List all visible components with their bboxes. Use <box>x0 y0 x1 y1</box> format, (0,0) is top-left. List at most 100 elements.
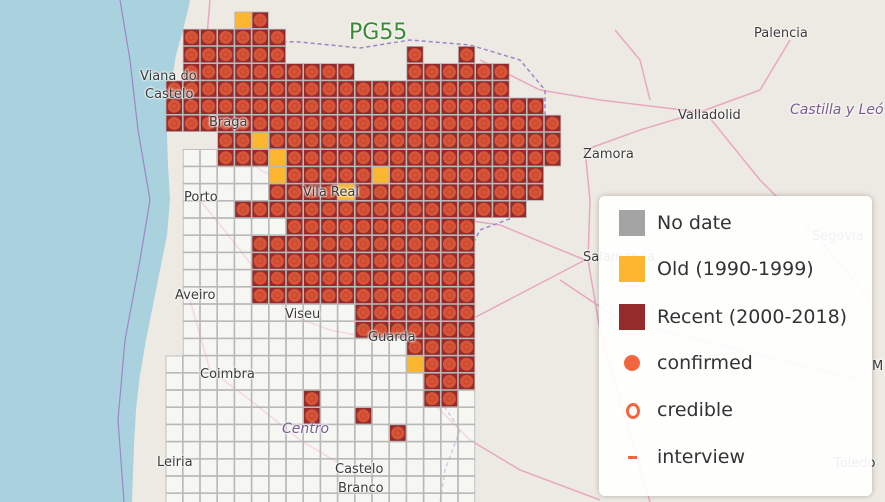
empty-grid-cell <box>457 389 476 408</box>
credible-symbol <box>428 257 436 265</box>
credible-symbol <box>325 102 333 110</box>
empty-grid-cell <box>406 389 424 408</box>
confirmed-symbol <box>460 168 474 182</box>
empty-grid-cell <box>268 441 287 459</box>
confirmed-symbol <box>494 151 508 165</box>
credible-symbol <box>342 171 350 179</box>
confirmed-symbol <box>477 134 491 148</box>
confirmed-symbol <box>374 116 388 130</box>
empty-grid-cell <box>285 475 304 494</box>
credible-symbol <box>446 154 453 162</box>
empty-grid-cell <box>217 252 235 270</box>
confirmed-symbol <box>253 202 267 216</box>
credible-symbol <box>463 188 470 196</box>
empty-grid-cell <box>217 200 235 218</box>
empty-grid-cell <box>303 303 321 322</box>
empty-grid-cell <box>182 493 200 502</box>
credible-symbol <box>532 188 539 196</box>
credible-symbol <box>394 137 402 144</box>
confirmed-symbol <box>425 116 439 130</box>
old-record-cell <box>406 355 424 373</box>
confirmed-symbol <box>305 185 319 199</box>
confirmed-symbol <box>305 82 319 96</box>
credible-symbol <box>342 85 350 93</box>
empty-grid-cell <box>199 424 218 442</box>
empty-grid-cell <box>457 475 476 494</box>
confirmed-symbol <box>528 168 542 182</box>
empty-grid-cell <box>389 389 407 408</box>
credible-symbol <box>377 102 384 110</box>
empty-grid-cell <box>234 235 252 253</box>
credible-symbol <box>411 154 419 162</box>
empty-grid-cell <box>199 183 218 201</box>
confirmed-symbol <box>477 82 491 96</box>
confirmed-symbol <box>288 202 302 216</box>
empty-grid-cell <box>457 458 476 477</box>
confirmed-symbol <box>391 116 405 130</box>
credible-symbol <box>480 68 488 76</box>
confirmed-symbol <box>219 134 233 148</box>
empty-grid-cell <box>320 493 338 502</box>
credible-symbol <box>497 188 505 196</box>
confirmed-symbol <box>460 116 474 130</box>
credible-symbol <box>532 102 539 110</box>
credible-symbol <box>239 206 247 213</box>
confirmed-symbol <box>184 48 198 62</box>
credible-symbol <box>428 292 436 299</box>
empty-grid-cell <box>303 338 321 356</box>
confirmed-symbol <box>408 185 422 199</box>
confirmed-symbol <box>270 99 284 113</box>
empty-grid-cell <box>217 338 235 356</box>
empty-grid-cell <box>234 424 252 442</box>
confirmed-symbol <box>477 168 491 182</box>
empty-grid-cell <box>182 407 200 425</box>
credible-symbol <box>428 68 436 76</box>
credible-symbol <box>342 120 350 127</box>
credible-symbol <box>428 154 436 162</box>
empty-grid-cell <box>268 217 287 236</box>
place-label: Leiria <box>157 455 193 470</box>
empty-grid-cell <box>320 441 338 459</box>
credible-symbol <box>394 223 402 230</box>
confirmed-symbol <box>528 185 542 199</box>
confirmed-symbol <box>270 30 284 44</box>
credible-symbol <box>325 137 333 144</box>
credible-symbol <box>377 257 384 265</box>
confirmed-symbol <box>253 48 267 62</box>
credible-symbol <box>411 51 419 58</box>
empty-grid-cell <box>251 355 269 373</box>
confirmed-symbol <box>356 134 370 148</box>
empty-grid-cell <box>234 217 252 236</box>
credible-symbol <box>411 206 419 213</box>
confirmed-symbol <box>460 357 474 371</box>
empty-grid-cell <box>234 286 252 305</box>
empty-grid-cell <box>303 441 321 459</box>
credible-symbol <box>411 343 419 351</box>
confirmed-symbol <box>460 99 474 113</box>
legend-swatch <box>619 304 645 330</box>
credible-symbol <box>411 223 419 230</box>
credible-symbol <box>342 274 350 282</box>
credible-symbol <box>308 68 316 76</box>
credible-symbol <box>428 120 436 127</box>
credible-symbol <box>342 240 350 248</box>
confirmed-symbol <box>442 323 456 337</box>
credible-symbol <box>205 85 212 93</box>
confirmed-symbol <box>442 271 456 285</box>
confirmed-symbol <box>408 288 422 302</box>
confirmed-symbol <box>322 185 336 199</box>
empty-grid-cell <box>285 458 304 477</box>
credible-symbol <box>411 326 419 334</box>
confirmed-symbol <box>442 65 456 79</box>
confirmed-symbol <box>511 185 525 199</box>
credible-symbol <box>463 51 470 58</box>
credible-symbol <box>377 137 384 144</box>
credible-symbol <box>342 257 350 265</box>
confirmed-symbol <box>322 254 336 268</box>
empty-grid-cell <box>165 441 183 459</box>
empty-grid-cell <box>268 407 287 425</box>
empty-grid-cell <box>217 424 235 442</box>
credible-symbol <box>446 292 453 299</box>
empty-grid-cell <box>371 355 390 373</box>
empty-grid-cell <box>303 458 321 477</box>
